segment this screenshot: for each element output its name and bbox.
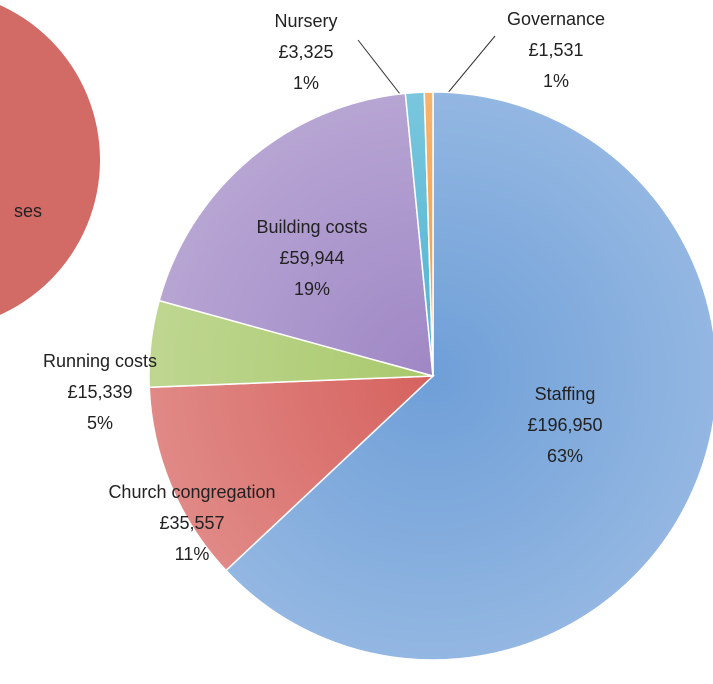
slices [148,91,713,661]
percentage-label: 63% [547,446,583,466]
percentage-label: 1% [543,71,569,91]
value-label: £1,531 [528,40,583,60]
slice-label: Staffing [535,384,596,404]
percentage-label: 11% [175,544,210,564]
value-label: £196,950 [527,415,602,435]
slice-label: Nursery [274,11,337,31]
value-label: £3,325 [278,42,333,62]
slice-label: Governance [507,9,605,29]
slice-label: Church congregation [108,482,275,502]
value-label: £35,557 [159,513,224,533]
percentage-label: 1% [293,73,319,93]
value-label: £59,944 [279,248,344,268]
value-label: £15,339 [67,382,132,402]
slice-label: Building costs [256,217,367,237]
percentage-label: 19% [294,279,330,299]
annotation: ses [14,201,42,221]
slice-label: Running costs [43,351,157,371]
percentage-label: 5% [87,413,113,433]
cropped-pie [0,5,100,315]
